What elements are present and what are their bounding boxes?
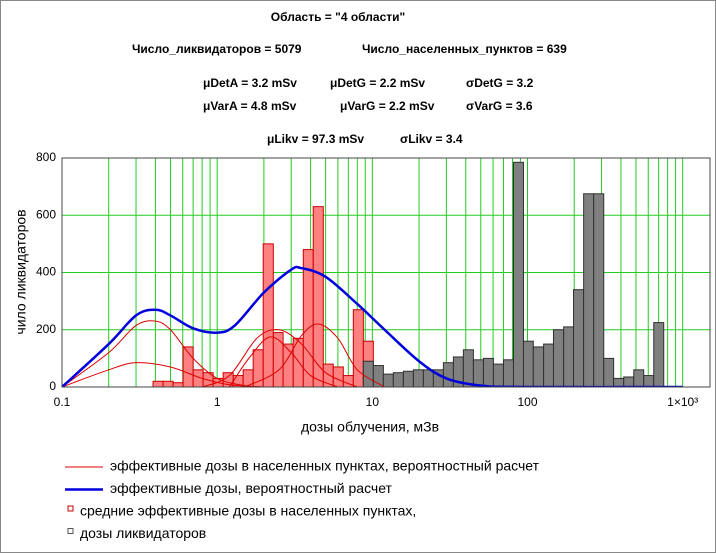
bar: [512, 161, 524, 387]
bar: [563, 326, 575, 387]
bar: [362, 360, 374, 387]
annotation: μLikv = 97.3 mSv: [267, 132, 364, 146]
bar: [643, 375, 655, 387]
bar: [272, 332, 284, 387]
y-tick-label: 800: [36, 150, 56, 164]
y-tick-label: 0: [49, 379, 56, 393]
annotation: μDetA = 3.2 mSv: [203, 76, 297, 90]
bar: [552, 329, 565, 387]
legend-marker: [67, 505, 74, 512]
bar: [422, 369, 434, 387]
line: [62, 362, 264, 387]
bar: [312, 206, 324, 387]
annotation: μDetG = 2.2 mSv: [330, 76, 425, 90]
bar: [583, 193, 595, 387]
bar: [653, 322, 665, 387]
annotation: Область = "4 области": [271, 10, 405, 24]
bar: [412, 369, 424, 387]
x-tick-label: 100: [517, 395, 537, 409]
bar: [382, 373, 394, 387]
y-tick-label: 600: [36, 207, 56, 221]
legend-label: средние эффективные дозы в населенных пу…: [80, 503, 416, 519]
legend-label: дозы ликвидаторов: [80, 525, 206, 541]
y-axis-label: чило ликвидаторов: [13, 209, 29, 334]
bar: [573, 289, 585, 387]
annotation: σVarG = 3.6: [466, 99, 533, 113]
series-layer: [62, 161, 683, 387]
annotation: μVarG = 2.2 mSv: [340, 99, 435, 113]
line: [229, 336, 339, 387]
bar: [162, 380, 174, 387]
bar: [492, 363, 504, 387]
line: [201, 329, 358, 387]
bar: [482, 357, 494, 387]
bar: [532, 346, 545, 387]
line: [62, 265, 683, 387]
bar: [603, 357, 615, 387]
legend-label: эффективные дозы, вероятностный расчет: [110, 480, 393, 496]
annotation: Число_ликвидаторов = 5079: [132, 42, 302, 56]
bar: [593, 193, 605, 387]
bar: [623, 376, 635, 387]
x-axis-label: дозы облучения, мЗв: [301, 419, 439, 435]
legend-marker: [67, 528, 74, 534]
bar: [152, 380, 164, 387]
bar: [352, 309, 364, 387]
legend-label: эффективные дозы в населенных пунктах, в…: [110, 458, 540, 474]
plot-border: [61, 157, 711, 388]
bar: [282, 343, 294, 387]
x-tick-label: 10: [366, 395, 380, 409]
x-tick-label: 0.1: [54, 395, 71, 409]
bar: [402, 370, 414, 387]
annotation: Число_населенных_пунктов = 639: [362, 42, 567, 56]
bar: [262, 243, 274, 387]
bar: [172, 382, 184, 387]
x-tick-label: 1×10³: [667, 395, 698, 409]
bar: [472, 359, 484, 387]
bar: [332, 366, 344, 387]
bar: [392, 372, 404, 387]
line: [244, 323, 385, 387]
x-tick-label: 1: [214, 395, 221, 409]
bar: [442, 362, 454, 387]
annotation: σDetG = 3.2: [466, 76, 534, 90]
annotation: μVarA = 4.8 mSv: [203, 99, 297, 113]
annotation: σLikv = 3.4: [400, 132, 463, 146]
bar: [502, 359, 514, 387]
bar: [522, 340, 534, 387]
bar: [462, 349, 474, 387]
bar: [613, 377, 625, 387]
y-tick-label: 200: [36, 322, 56, 336]
bar: [543, 343, 554, 387]
y-tick-label: 400: [36, 265, 56, 279]
bar: [633, 369, 645, 387]
line: [62, 320, 264, 387]
